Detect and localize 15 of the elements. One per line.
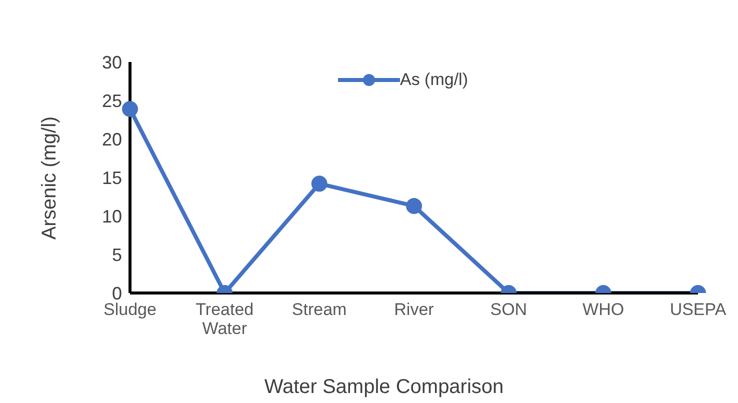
x-tick-label: Treated Water bbox=[196, 300, 254, 338]
y-tick-label: 10 bbox=[102, 206, 122, 226]
legend-label: As (mg/l) bbox=[400, 70, 468, 90]
x-tick-label: Stream bbox=[292, 300, 347, 319]
x-tick-label: SON bbox=[490, 300, 528, 319]
x-axis-title: Water Sample Comparison bbox=[263, 376, 505, 399]
y-tick-label: 30 bbox=[102, 52, 122, 72]
y-tick-label: 5 bbox=[112, 244, 122, 265]
y-tick-label: 15 bbox=[102, 168, 122, 188]
x-tick-label: USEPA bbox=[670, 300, 727, 319]
y-tick-label: 25 bbox=[102, 90, 122, 111]
x-tick-label: WHO bbox=[582, 300, 624, 319]
y-tick-label: 20 bbox=[102, 129, 122, 150]
y-axis-title: Arsenic (mg/l) bbox=[38, 116, 62, 240]
x-tick-label: River bbox=[394, 300, 434, 319]
